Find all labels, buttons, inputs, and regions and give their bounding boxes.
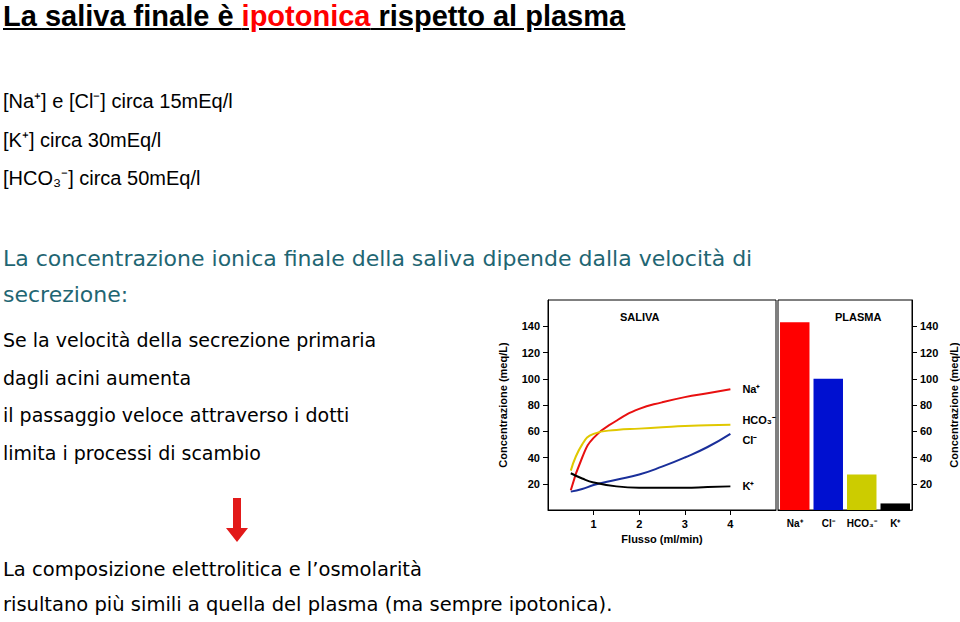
- svg-text:40: 40: [528, 452, 540, 464]
- html-text:il passaggio veloce attraverso: il passaggio veloce attraverso i dotti: [3, 404, 350, 426]
- svg-text:2: 2: [636, 518, 642, 530]
- svg-text:120: 120: [920, 347, 938, 359]
- svg-text:Concentrazione (meq/L): Concentrazione (meq/L): [948, 342, 960, 468]
- svg-text:SALIVA: SALIVA: [620, 311, 660, 323]
- html-text:[K⁺] circa 30mEq/l: [K⁺] circa 30mEq/l: [3, 128, 162, 151]
- html-text:risultano più simili a quella: risultano più simili a quella del plasma…: [3, 593, 613, 616]
- svg-text:140: 140: [522, 320, 540, 332]
- svg-text:100: 100: [920, 373, 938, 385]
- svg-text:Concentrazione (meq/L): Concentrazione (meq/L): [497, 342, 509, 468]
- svg-text:Flusso (ml/min): Flusso (ml/min): [621, 533, 703, 545]
- svg-text:Na⁺: Na⁺: [742, 383, 760, 395]
- svg-text:20: 20: [528, 478, 540, 490]
- svg-text:20: 20: [920, 478, 932, 490]
- svg-text:120: 120: [522, 347, 540, 359]
- svg-text:Na⁺: Na⁺: [787, 518, 804, 529]
- html-text:[HCO₃⁻] circa 50mEq/l: [HCO₃⁻] circa 50mEq/l: [3, 167, 201, 189]
- svg-text:140: 140: [920, 320, 938, 332]
- svg-text:HCO₃⁻: HCO₃⁻: [742, 414, 776, 426]
- svg-text:K⁺: K⁺: [890, 518, 901, 529]
- svg-text:Cl⁻: Cl⁻: [822, 518, 836, 529]
- svg-text:1: 1: [591, 518, 597, 530]
- svg-text:60: 60: [920, 425, 932, 437]
- svg-text:60: 60: [528, 425, 540, 437]
- html-text:La saliva finale è ipotonica r: La saliva finale è ipotonica rispetto al…: [3, 0, 626, 32]
- html-text:[Na⁺] e [Cl⁻] circa 15mEq/l: [Na⁺] e [Cl⁻] circa 15mEq/l: [3, 90, 233, 112]
- svg-text:40: 40: [920, 452, 932, 464]
- svg-text:Cl⁻: Cl⁻: [742, 434, 757, 446]
- html-text:Se la velocità della secrezion: Se la velocità della secrezione primaria: [3, 329, 377, 351]
- svg-text:PLASMA: PLASMA: [835, 311, 882, 323]
- html-text:dagli acini aumenta: dagli acini aumenta: [3, 366, 192, 389]
- html-text:secrezione:: secrezione:: [3, 282, 129, 307]
- html-text:La composizione elettrolitica: La composizione elettrolitica e l’osmola…: [3, 558, 422, 581]
- html-text:limita i processi di scambio: limita i processi di scambio: [3, 441, 261, 464]
- svg-text:80: 80: [920, 399, 932, 411]
- svg-text:100: 100: [522, 373, 540, 385]
- svg-text:3: 3: [682, 518, 688, 530]
- svg-text:4: 4: [727, 518, 734, 530]
- html-text:La concentrazione ionica final: La concentrazione ionica finale della sa…: [3, 246, 753, 271]
- svg-text:80: 80: [528, 399, 540, 411]
- svg-text:HCO₃⁻: HCO₃⁻: [847, 518, 878, 529]
- svg-text:K⁺: K⁺: [742, 480, 754, 492]
